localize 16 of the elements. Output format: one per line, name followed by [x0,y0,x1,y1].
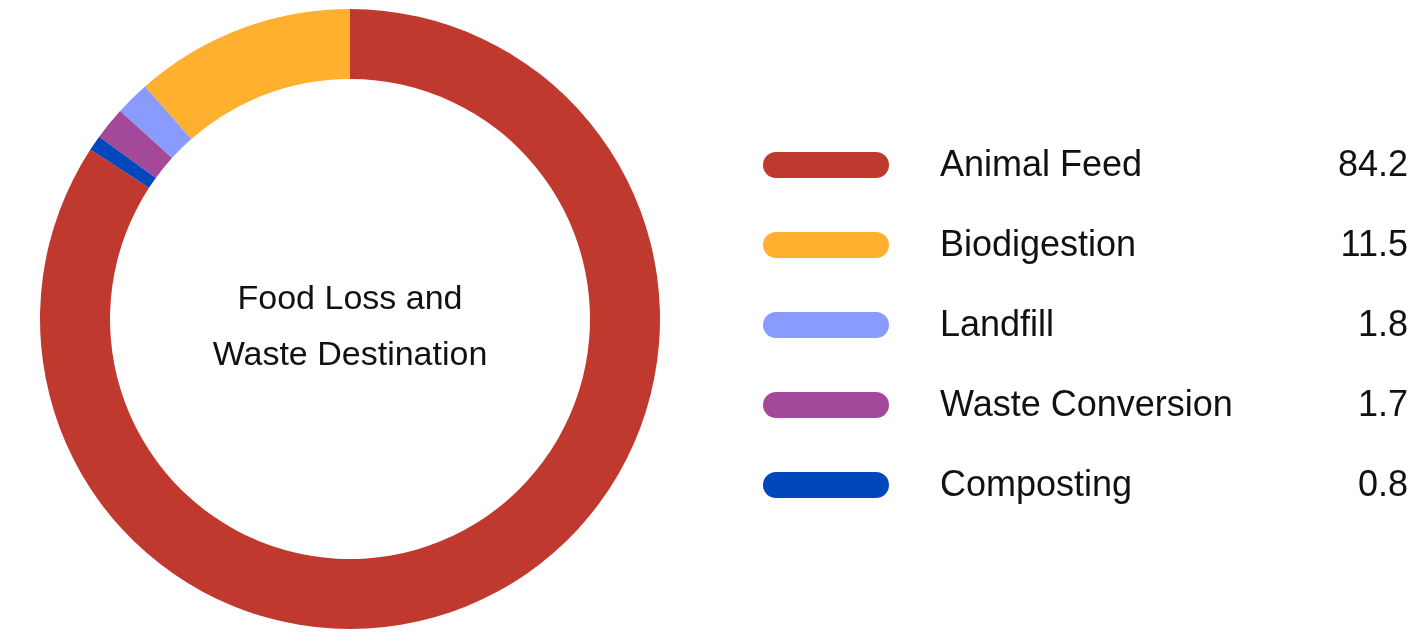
legend-label: Landfill [940,303,1055,344]
data-label: 84.2 [1337,143,1408,184]
text: Food Loss and Waste Destination [212,278,488,372]
legend-label: Animal Feed [940,143,1143,184]
donut-slice [40,9,660,629]
data-label: 11.5 [1340,223,1408,264]
data-label: 1.7 [1357,383,1408,424]
donut-slice [99,111,172,178]
donut-slice [144,9,350,139]
donut-slice [90,136,156,188]
data-label: 1.8 [1357,303,1408,344]
legend-label: Biodigestion [940,223,1137,264]
data-label: 0.8 [1357,463,1408,504]
legend-label: Composting [940,463,1133,504]
donut-slice [120,86,192,159]
legend-label: Waste Conversion [940,383,1233,424]
